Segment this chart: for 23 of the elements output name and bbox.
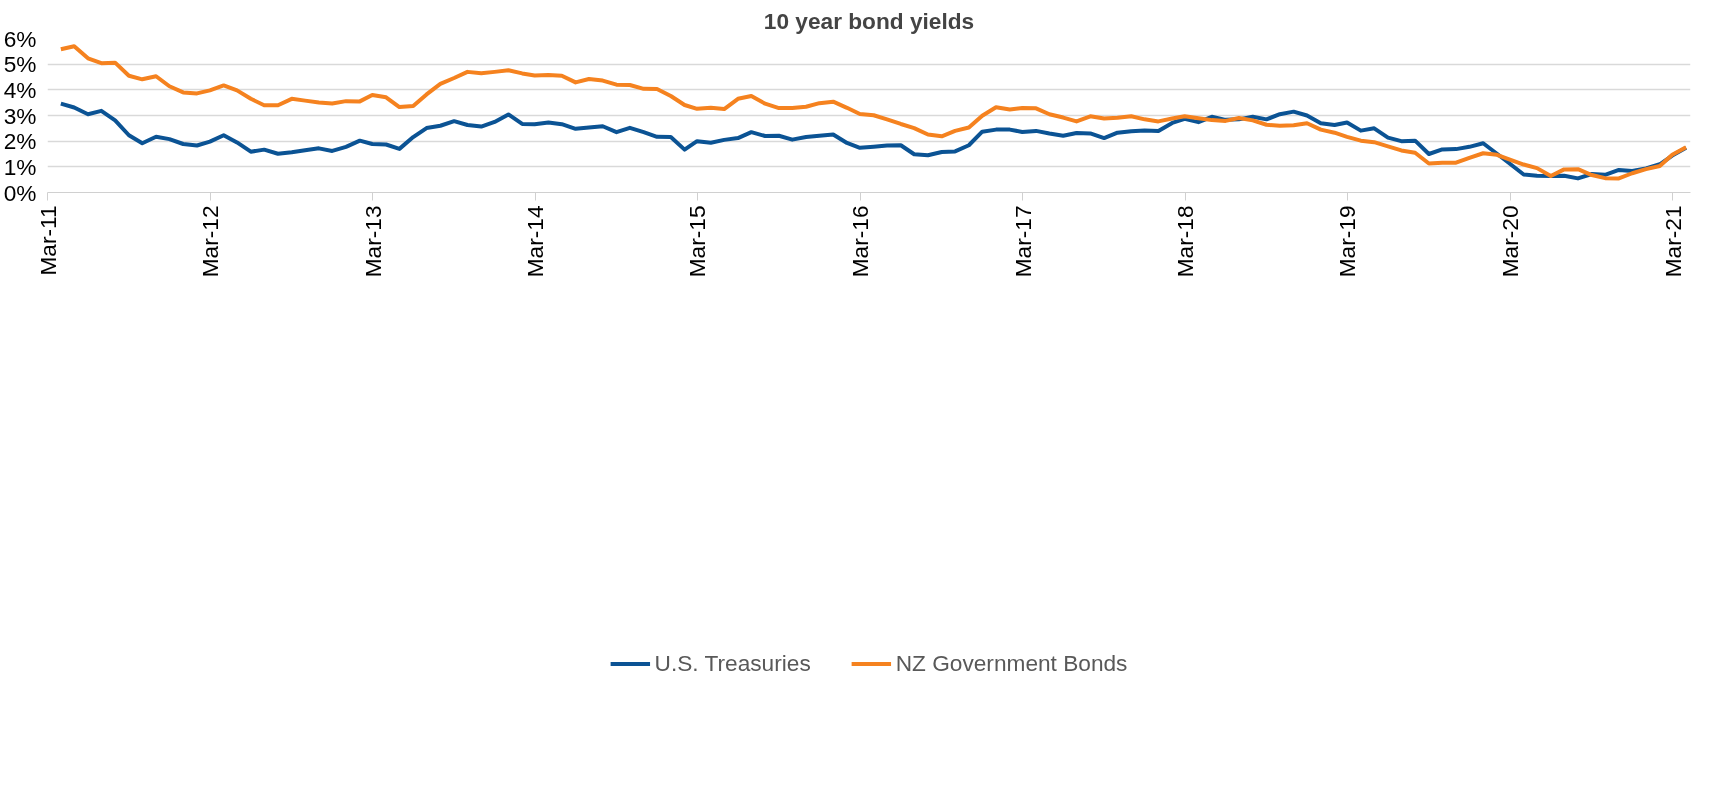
x-tick-label: Mar-20 (1497, 205, 1524, 278)
y-tick-label: 2% (3, 128, 37, 155)
legend-label: NZ Government Bonds (895, 649, 1128, 677)
chart-title: 10 year bond yields (763, 7, 975, 34)
line-series (58, 101, 1689, 181)
y-tick-label: 0% (3, 179, 37, 206)
x-tick-label: Mar-21 (1659, 205, 1686, 278)
x-tick-label: Mar-15 (684, 205, 711, 278)
x-tick-label: Mar-19 (1334, 205, 1361, 278)
x-tick-label: Mar-18 (1172, 205, 1199, 278)
y-tick-label: 1% (3, 153, 37, 180)
line-series (58, 44, 1689, 181)
x-tick-label: Mar-17 (1009, 205, 1036, 278)
y-tick-label: 6% (3, 25, 37, 52)
y-tick-label: 5% (3, 51, 37, 78)
x-tick-label: Mar-16 (847, 205, 874, 278)
x-tick-label: Mar-12 (197, 205, 224, 278)
legend-label: U.S. Treasuries (654, 649, 811, 677)
x-tick-label: Mar-13 (359, 205, 386, 278)
x-tick-label: Mar-14 (522, 205, 549, 278)
y-tick-label: 3% (3, 102, 37, 129)
x-tick-label: Mar-11 (34, 205, 61, 276)
y-tick-label: 4% (3, 76, 37, 103)
